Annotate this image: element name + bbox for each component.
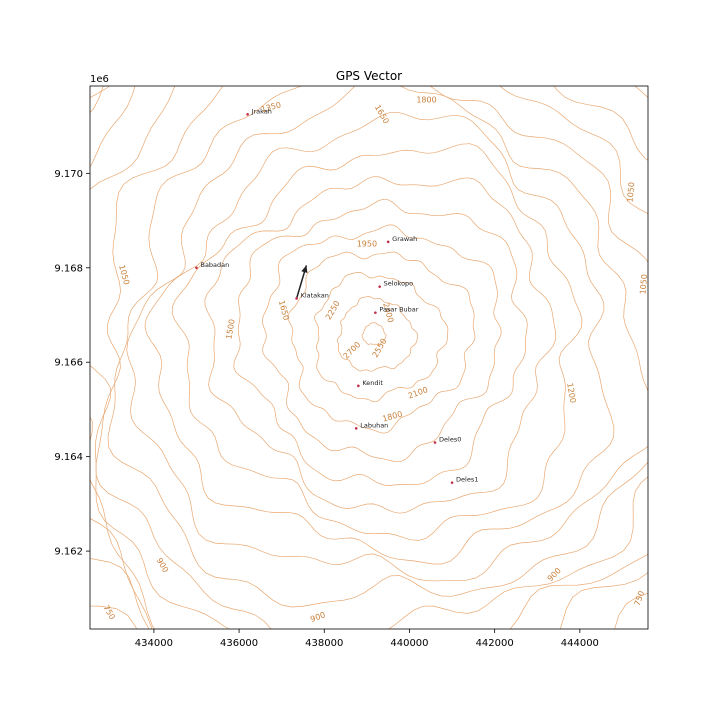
station-label: Deles1 [456, 476, 478, 484]
contour-line [107, 86, 648, 608]
station-marker [246, 113, 249, 116]
station-marker [354, 427, 358, 430]
contour-line [233, 198, 528, 486]
x-tick-label: 444000 [561, 638, 599, 649]
contour-label: 1500 [224, 318, 236, 340]
station-label: Klatakan [301, 291, 329, 299]
station-marker [433, 441, 437, 444]
x-tick-label: 436000 [220, 638, 258, 649]
station-label: Babadan [200, 261, 229, 269]
gps-vector-arrowhead [301, 265, 308, 274]
station-label: Labuhan [360, 421, 388, 429]
contour-line [204, 176, 557, 514]
y-tick-label: 9.162 [54, 547, 83, 558]
station-label: Selokopo [384, 280, 414, 288]
contour-line [287, 251, 476, 434]
contour-line [126, 86, 648, 582]
x-tick-label: 440000 [390, 638, 428, 649]
x-axis: 434000 436000 438000 440000 442000 444000 [135, 629, 599, 649]
gps-stations: Jrakah Babadan Grawah Selokopo Klatakan Pasar… [195, 107, 478, 484]
contour-label: 1200 [565, 382, 577, 404]
station-label: Kendit [362, 379, 383, 387]
y-tick-label: 9.164 [54, 452, 83, 463]
station-marker [450, 481, 454, 484]
y-tick-label: 9.168 [54, 263, 83, 274]
station-marker [357, 384, 360, 388]
y-tick-label: 9.166 [54, 358, 83, 369]
y-tick-label: 9.170 [54, 169, 83, 180]
contour-line [171, 143, 583, 541]
station-marker [195, 266, 198, 270]
contour-line [144, 111, 615, 565]
y-axis-offset-label: 1e6 [90, 74, 109, 85]
contour-line [337, 296, 419, 372]
contour-label: 1050 [626, 182, 637, 203]
gps-vectors [295, 265, 308, 299]
station-label: Deles0 [439, 435, 461, 443]
contour-line [95, 86, 648, 629]
x-tick-label: 434000 [135, 638, 173, 649]
contour-line [90, 86, 648, 629]
x-tick-label: 442000 [476, 638, 514, 649]
contour-line [262, 224, 502, 463]
station-marker [378, 285, 381, 288]
plot-frame [89, 85, 649, 630]
station-label: Jrakah [251, 107, 272, 115]
contour-label: 1950 [357, 240, 377, 249]
contour-label: 1800 [416, 96, 436, 105]
chart-title: GPS Vector [336, 69, 402, 83]
station-label: Pasar Bubar [379, 306, 418, 314]
station-marker [374, 311, 377, 314]
station-marker [386, 240, 390, 244]
contour-label: 1050 [638, 274, 649, 295]
y-axis: 9.162 9.164 9.166 9.168 9.170 [54, 169, 90, 558]
contour-line [314, 272, 449, 403]
station-marker [295, 297, 298, 300]
station-label: Grawah [392, 235, 417, 243]
contour-line [361, 322, 387, 346]
x-tick-label: 438000 [305, 638, 343, 649]
